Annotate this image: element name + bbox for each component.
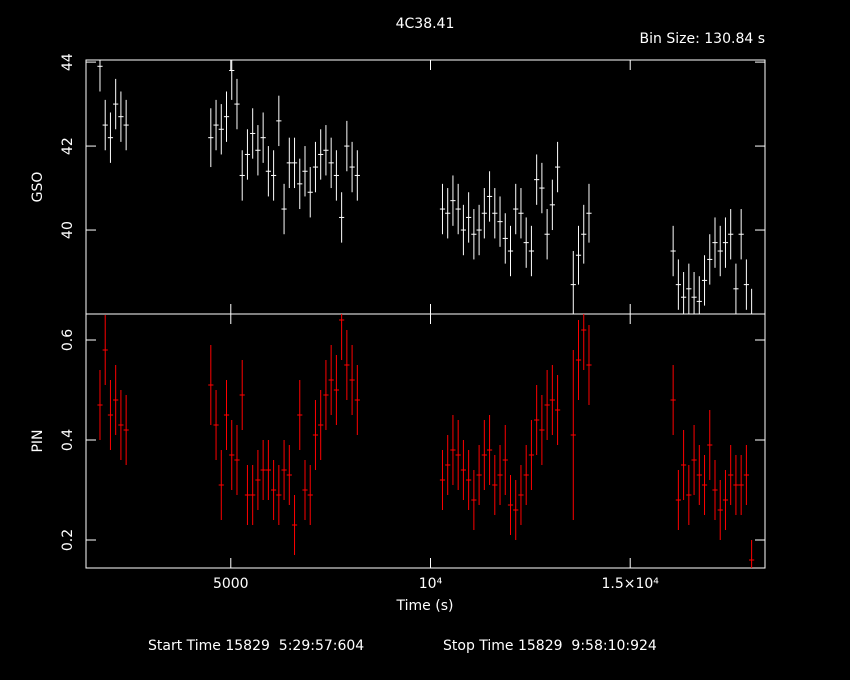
- plot-frame: [85, 59, 766, 315]
- x-tick-label: 1.5×10⁴: [601, 576, 659, 592]
- plot-frame: [85, 313, 766, 569]
- x-tick-label: 10⁴: [419, 576, 443, 592]
- chart-title: 4C38.41: [396, 16, 455, 32]
- y-tick-label: 40: [60, 221, 76, 239]
- x-axis-label: Time (s): [396, 598, 454, 614]
- series: [97, 60, 755, 314]
- y-tick-label: 42: [60, 137, 76, 155]
- y-tick-label: 44: [60, 53, 76, 71]
- y-tick-label: 0.6: [60, 329, 76, 351]
- series: [97, 314, 755, 568]
- y-axis-label: PIN: [30, 429, 46, 452]
- y-axis-label: GSO: [30, 172, 46, 203]
- y-tick-label: 0.4: [60, 429, 76, 451]
- x-tick-label: 5000: [213, 576, 249, 592]
- y-tick-label: 0.2: [60, 529, 76, 551]
- stop-time: Stop Time 15829 9:58:10:924: [443, 638, 657, 654]
- bin-size: Bin Size: 130.84 s: [640, 31, 765, 47]
- start-time: Start Time 15829 5:29:57:604: [148, 638, 364, 654]
